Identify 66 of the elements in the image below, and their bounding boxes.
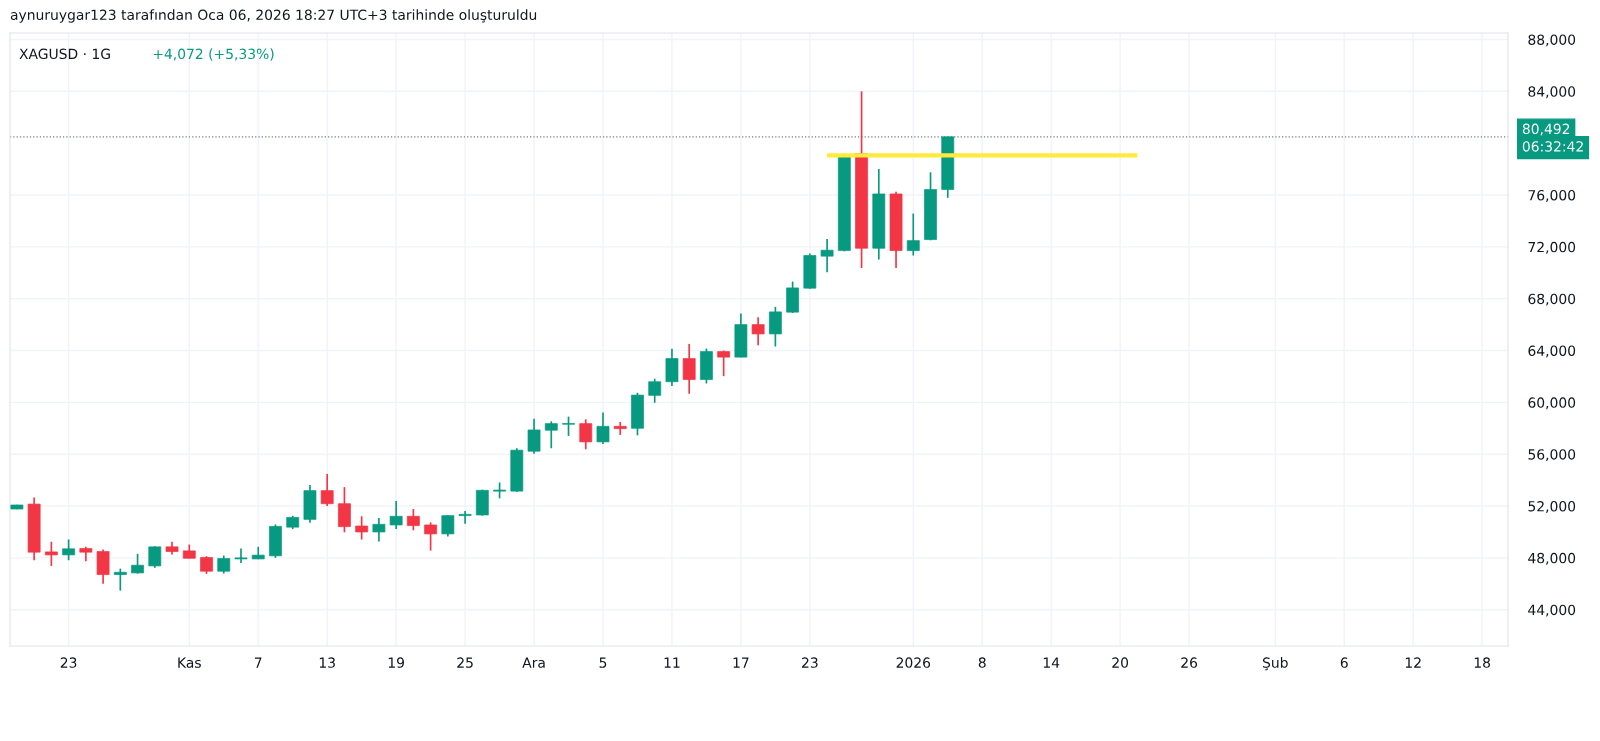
y-tick-label: 48,000	[1528, 552, 1576, 565]
x-tick-label: 17	[733, 657, 749, 668]
y-tick-label: 76,000	[1528, 189, 1576, 202]
text: +4,072 (+5,33%)	[153, 48, 274, 61]
x-tick-label: 2026	[896, 657, 931, 668]
candlestick	[768, 306, 782, 348]
candlestick	[424, 521, 437, 552]
text: XAGUSD · 1G	[19, 48, 110, 60]
y-tick-label: 84,000	[1528, 86, 1576, 99]
candlestick	[131, 553, 144, 575]
x-tick-label: Kas	[178, 657, 201, 668]
candlestick	[406, 508, 420, 532]
text: 06:32:42	[1522, 141, 1583, 152]
candlestick	[113, 567, 127, 592]
y-tick-label: 44,000	[1528, 604, 1576, 617]
ref-line-label: 80,492	[1522, 123, 1570, 136]
candlestick	[665, 347, 679, 387]
candlestick	[579, 418, 593, 451]
y-tick-label: 52,000	[1528, 501, 1576, 513]
candlestick	[648, 377, 662, 404]
candlestick	[338, 486, 351, 534]
x-tick-label: 14	[1043, 657, 1060, 668]
candlestick	[820, 238, 834, 274]
x-tick-label: 25	[457, 657, 473, 668]
x-tick-label: 19	[388, 657, 404, 668]
candlestick	[355, 515, 369, 541]
x-tick-label: 13	[319, 657, 335, 668]
x-tick-label: 23	[60, 657, 77, 668]
x-tick-label: 7	[254, 657, 262, 668]
y-tick-label: 68,000	[1528, 293, 1576, 306]
x-tick-label: 20	[1112, 657, 1129, 668]
candlestick	[613, 421, 627, 436]
candlestick	[96, 548, 110, 585]
candlestick	[751, 316, 765, 347]
x-tick-label: 12	[1405, 657, 1421, 668]
text: aynuruygar123 tarafından Oca 06, 2026 18:27 UTC+3 tarihinde oluşturuldu	[10, 9, 537, 23]
x-tick-label: 18	[1474, 657, 1491, 668]
candlestick	[562, 415, 575, 437]
candlestick	[320, 473, 334, 507]
candlestick	[544, 420, 558, 450]
candlestick	[62, 538, 75, 562]
y-tick-label: 60,000	[1528, 397, 1576, 410]
x-tick-label: 5	[599, 657, 607, 668]
x-tick-label: 23	[802, 657, 818, 668]
candlestick	[372, 517, 386, 543]
x-tick-label: 26	[1181, 657, 1198, 668]
y-tick-label: 72,000	[1528, 241, 1576, 254]
y-tick-label: 64,000	[1528, 345, 1576, 358]
x-tick-label: Şub	[1262, 657, 1288, 671]
x-tick-label: 6	[1340, 657, 1348, 668]
x-tick-label: 11	[664, 657, 680, 668]
candlestick	[44, 540, 58, 567]
y-tick-label: 88,000	[1528, 34, 1576, 47]
candlestick	[527, 417, 541, 455]
candlestick	[906, 212, 920, 257]
y-tick-label: 56,000	[1528, 449, 1576, 462]
candlestick	[217, 554, 231, 575]
candlestick	[148, 545, 162, 569]
candlestick	[234, 547, 248, 564]
candlestick	[458, 510, 472, 525]
candlestick	[596, 411, 610, 445]
x-tick-label: 8	[978, 657, 986, 668]
x-tick-label: Ara	[522, 657, 545, 668]
candlestick	[717, 349, 731, 378]
candlestick	[389, 500, 403, 530]
candlestick	[682, 343, 696, 395]
